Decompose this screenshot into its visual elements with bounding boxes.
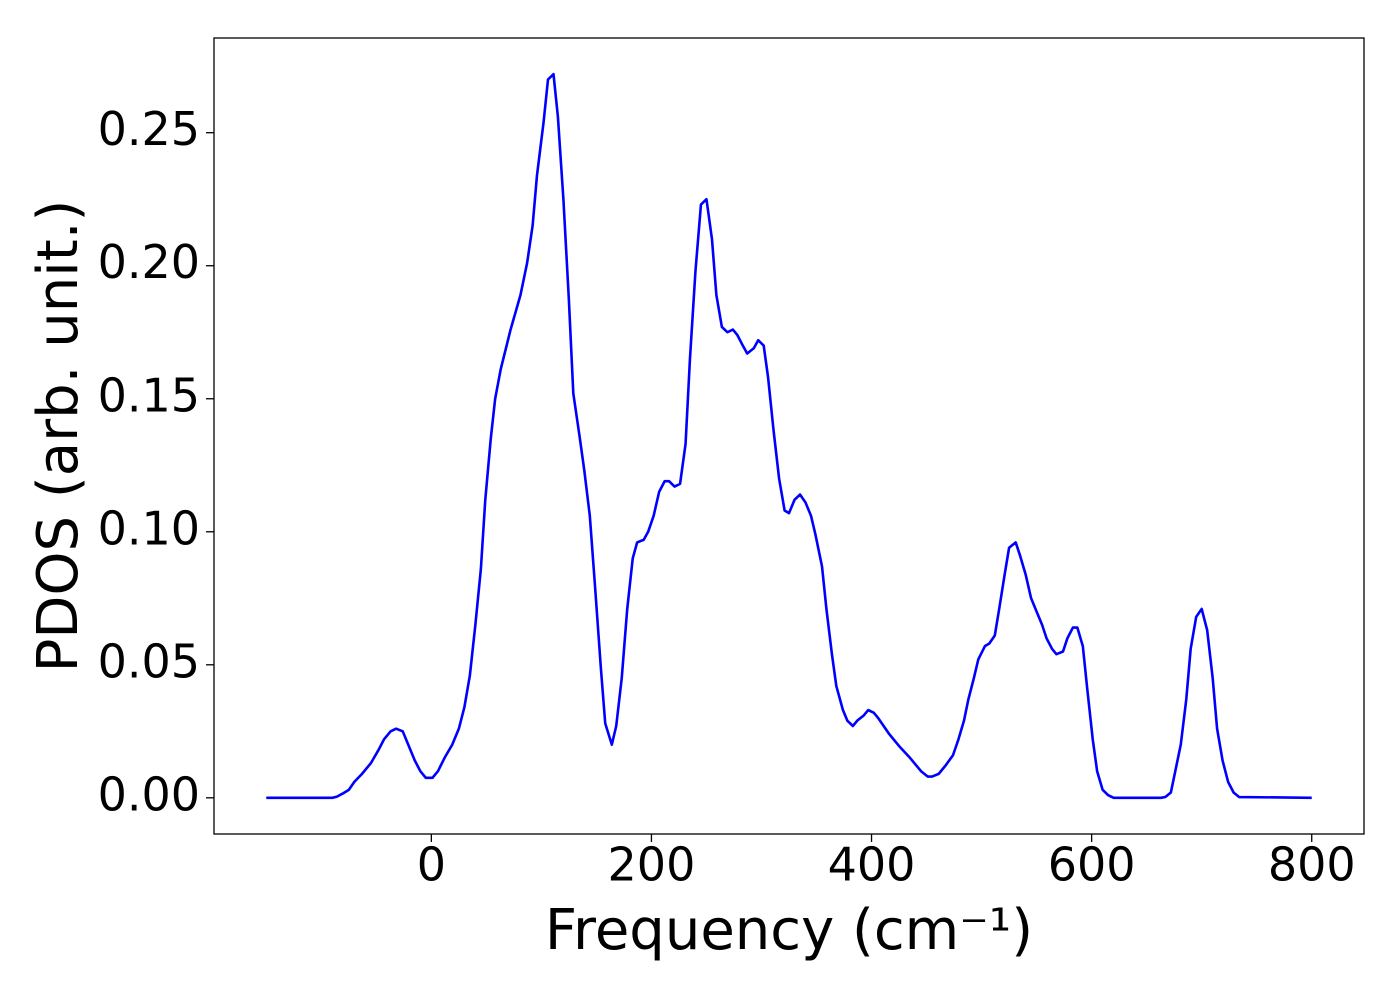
y-axis-label: PDOS (arb. unit.) — [26, 200, 91, 673]
y-tick-label: 0.10 — [98, 501, 200, 555]
plot-frame — [213, 37, 1365, 835]
y-tick-label: 0.25 — [98, 102, 200, 156]
x-tick-label: 800 — [1268, 838, 1356, 892]
x-tick-label: 600 — [1048, 838, 1136, 892]
x-tick-label: 0 — [417, 838, 446, 892]
y-tick-label: 0.00 — [98, 767, 200, 821]
y-tick-label: 0.15 — [98, 368, 200, 422]
y-tick-label: 0.05 — [98, 634, 200, 688]
data-line — [266, 72, 1312, 800]
x-tick-label: 200 — [608, 838, 696, 892]
y-tick-label: 0.20 — [98, 235, 200, 289]
x-axis-label: Frequency (cm⁻¹) — [545, 898, 1033, 963]
x-tick-label: 400 — [828, 838, 916, 892]
